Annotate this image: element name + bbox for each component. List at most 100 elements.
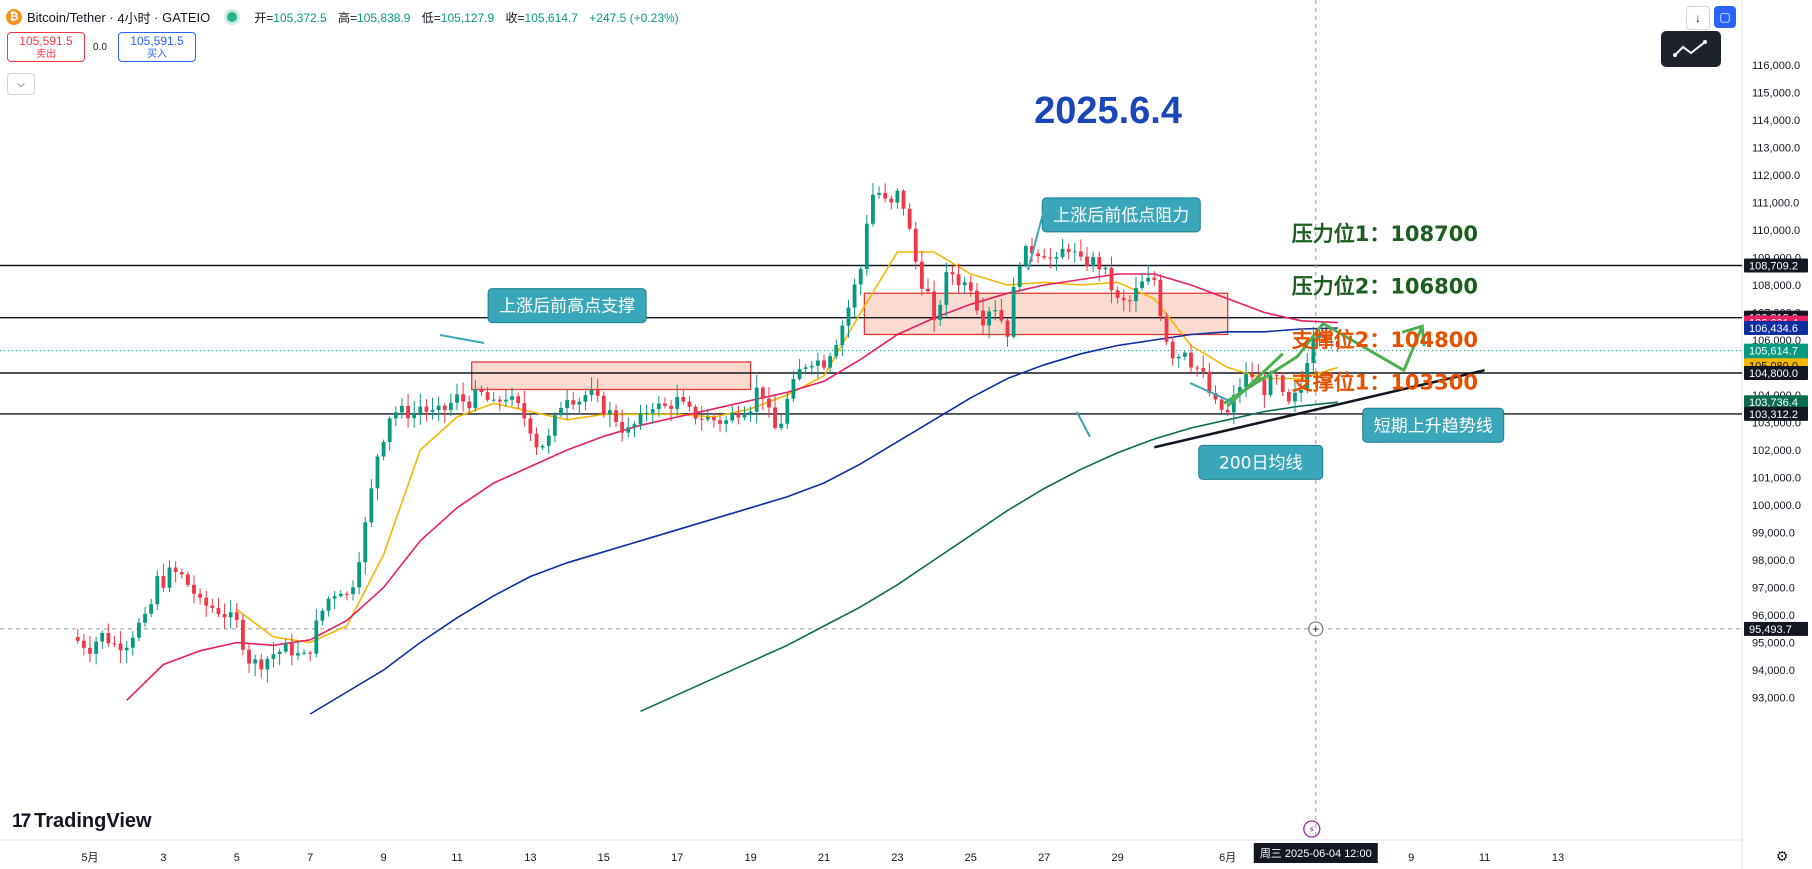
- candle-body: [192, 584, 196, 594]
- candle-body: [1109, 267, 1114, 291]
- candle-body: [308, 652, 313, 654]
- candle-body: [1048, 257, 1053, 259]
- candle-body: [1164, 316, 1169, 342]
- candle-body: [748, 411, 753, 416]
- candle-body: [919, 261, 924, 289]
- symbol-header: ₿ Bitcoin/Tether · 4小时 · GATEIO 开=105,37…: [6, 6, 687, 28]
- candle-body: [595, 389, 600, 396]
- candle-body: [656, 403, 661, 410]
- price-axis-label-text: 106,434.6: [1749, 323, 1798, 335]
- candle-body: [571, 400, 576, 405]
- level-annotation: 支撑位2：104800: [1292, 328, 1478, 352]
- x-tick-label: 9: [1408, 852, 1414, 864]
- candle-body: [1030, 246, 1034, 254]
- candle-body: [932, 291, 936, 320]
- callout-box: [1198, 444, 1324, 480]
- trend-tool-icon[interactable]: [1661, 31, 1721, 67]
- candle-body: [858, 268, 863, 285]
- level-annotation: 压力位1：108700: [1292, 222, 1478, 246]
- candle-body: [265, 658, 270, 670]
- candle-body: [430, 409, 435, 412]
- candle-body: [742, 415, 747, 418]
- candle-body: [1274, 375, 1279, 377]
- candle-body: [736, 412, 741, 418]
- y-tick-label: 113,000.0: [1752, 143, 1800, 155]
- candle-body: [620, 421, 625, 433]
- candle-body: [589, 389, 594, 396]
- lightning-glyph: ⚡: [1308, 825, 1315, 836]
- projection-arrowhead: [1401, 324, 1426, 347]
- price-axis-label-text: 103,312.2: [1749, 409, 1798, 421]
- candle-body: [1115, 290, 1120, 298]
- candle-body: [638, 413, 643, 425]
- x-tick-label: 23: [891, 852, 903, 864]
- candle-body: [167, 567, 172, 588]
- candle-body: [993, 310, 998, 312]
- candle-body: [1134, 287, 1138, 302]
- visibility-icon[interactable]: [224, 9, 241, 25]
- price-axis-label: [1744, 258, 1808, 273]
- x-tick-label: 21: [818, 852, 830, 864]
- lightning-icon[interactable]: [1303, 820, 1321, 838]
- buy-button[interactable]: 105,591.5 买入: [118, 32, 196, 62]
- tradingview-logo: 17 TradingView: [12, 810, 152, 832]
- y-tick-label: 116,000.0: [1752, 60, 1800, 72]
- symbol-name[interactable]: Bitcoin/Tether: [27, 9, 106, 25]
- collapse-chevron-icon[interactable]: ⌵: [7, 73, 35, 95]
- interval-label[interactable]: 4小时: [117, 10, 151, 26]
- level-annotation: 支撑位1：103300: [1292, 371, 1478, 395]
- y-tick-label: 98,000.0: [1752, 555, 1795, 567]
- y-tick-label: 95,000.0: [1752, 638, 1795, 650]
- y-tick-label: 96,000.0: [1752, 610, 1795, 622]
- candle-body: [504, 399, 508, 402]
- candle-body: [669, 405, 673, 409]
- candle-body: [632, 424, 637, 428]
- candle-body: [1121, 297, 1126, 301]
- candle-body: [1244, 374, 1248, 388]
- candle-body: [412, 412, 417, 419]
- candle-body: [956, 274, 961, 286]
- x-tick-label: 5月: [81, 852, 98, 864]
- candle-body: [473, 389, 478, 409]
- callout-text: 200日均线: [1219, 453, 1302, 473]
- bitcoin-icon: ₿: [6, 9, 22, 25]
- candle-body: [1231, 395, 1236, 413]
- candle-body: [179, 572, 184, 575]
- candle-body: [546, 435, 551, 446]
- candle-body: [467, 401, 472, 409]
- candle-body: [436, 405, 441, 410]
- crosshair-time-text: 周三 2025-06-04 12:00: [1260, 847, 1372, 860]
- candle-body: [1280, 375, 1285, 392]
- candle-body: [773, 407, 777, 428]
- candle-body: [889, 198, 894, 203]
- candle-body: [375, 456, 380, 489]
- candle-body: [455, 394, 459, 403]
- candle-body: [271, 654, 276, 659]
- candle-body: [1317, 334, 1322, 338]
- sell-button[interactable]: 105,591.5 卖出: [7, 32, 85, 62]
- floating-toolbar[interactable]: [1661, 31, 1721, 67]
- candle-body: [540, 445, 545, 448]
- x-tick-label: 11: [451, 852, 462, 864]
- candle-body: [987, 311, 992, 326]
- candle-body: [1311, 337, 1316, 363]
- crosshair-add-icon[interactable]: [1308, 621, 1324, 637]
- callout-pointer: [1189, 382, 1233, 403]
- candle-body: [1293, 392, 1297, 402]
- candle-body: [1250, 374, 1255, 378]
- candle-body: [130, 637, 135, 648]
- support-resistance-zone: [863, 292, 1229, 336]
- candle-body: [1042, 256, 1047, 258]
- x-tick-label: 29: [1111, 852, 1123, 864]
- fullscreen-icon[interactable]: ▢: [1714, 6, 1736, 28]
- callout-text: 短期上升趋势线: [1374, 416, 1493, 436]
- candle-body: [381, 441, 386, 457]
- candle-body: [1017, 265, 1022, 287]
- download-icon[interactable]: ↓: [1686, 6, 1710, 30]
- candle-body: [1146, 277, 1151, 282]
- level-annotation: 压力位2：106800: [1292, 274, 1478, 298]
- candle-body: [357, 562, 362, 588]
- candle-body: [528, 418, 533, 434]
- candle-body: [369, 488, 374, 523]
